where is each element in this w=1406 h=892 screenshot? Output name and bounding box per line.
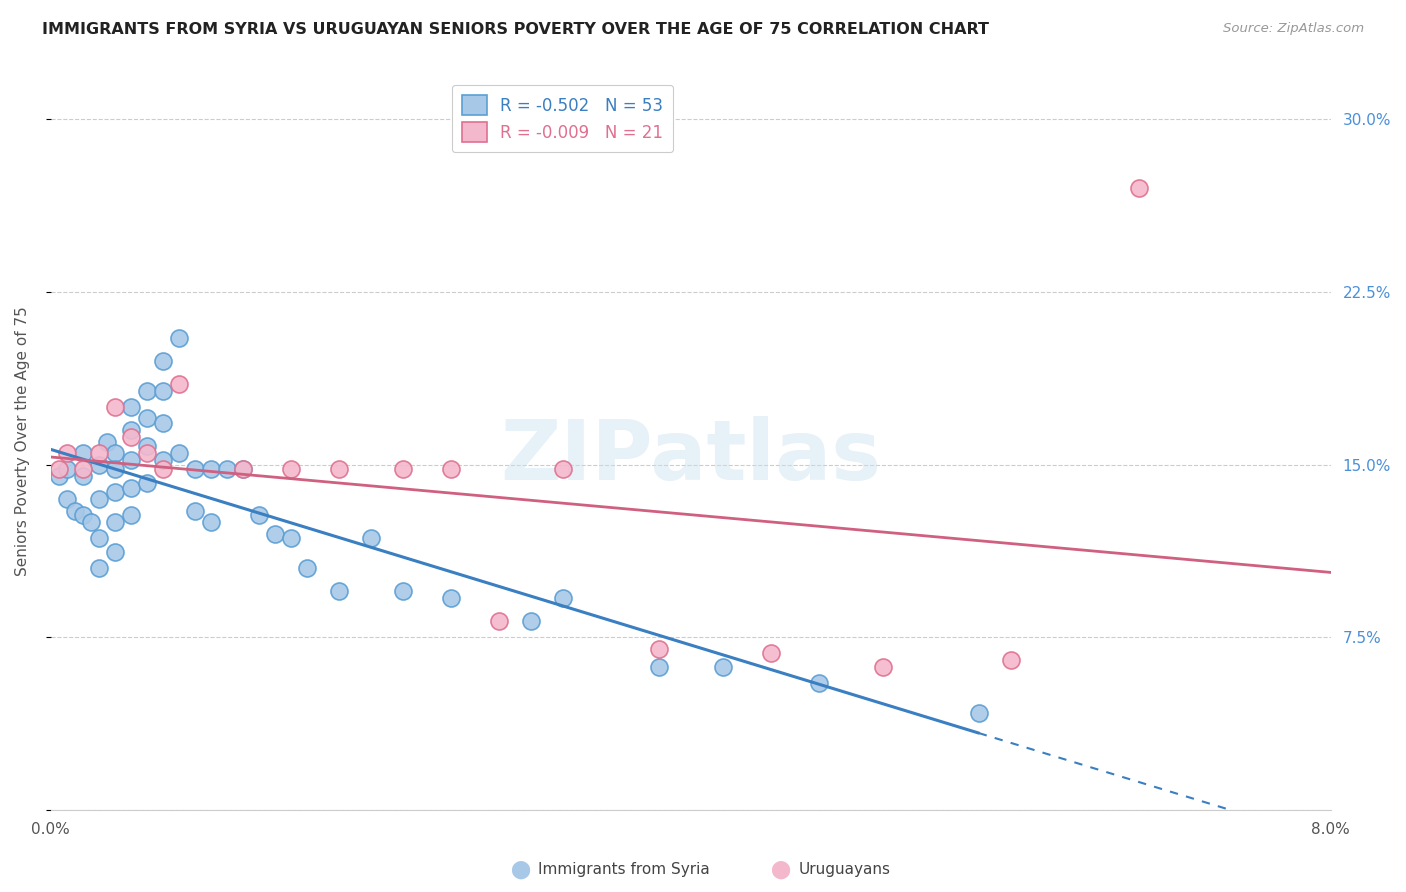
Text: ⬤: ⬤ — [510, 861, 530, 879]
Point — [247, 508, 270, 523]
Legend: R = -0.502   N = 53, R = -0.009   N = 21: R = -0.502 N = 53, R = -0.009 N = 21 — [453, 85, 673, 153]
Point — [967, 706, 990, 721]
Point — [280, 531, 302, 545]
Point — [391, 462, 413, 476]
Point — [56, 462, 79, 476]
Point — [200, 462, 222, 476]
Point — [48, 469, 70, 483]
Point — [551, 462, 574, 476]
Point — [1128, 181, 1150, 195]
Point — [520, 614, 543, 628]
Point — [135, 411, 157, 425]
Point — [72, 508, 94, 523]
Point — [184, 503, 207, 517]
Point — [48, 462, 70, 476]
Point — [200, 515, 222, 529]
Point — [87, 561, 110, 575]
Point — [1000, 653, 1022, 667]
Point — [63, 503, 86, 517]
Text: ZIPatlas: ZIPatlas — [501, 416, 882, 497]
Point — [807, 676, 830, 690]
Point — [80, 515, 103, 529]
Point — [104, 446, 127, 460]
Point — [87, 458, 110, 472]
Text: Uruguayans: Uruguayans — [799, 863, 890, 877]
Point — [872, 660, 894, 674]
Point — [152, 453, 174, 467]
Point — [167, 331, 190, 345]
Point — [551, 591, 574, 606]
Point — [104, 515, 127, 529]
Point — [104, 545, 127, 559]
Text: Immigrants from Syria: Immigrants from Syria — [538, 863, 710, 877]
Point — [135, 446, 157, 460]
Point — [56, 446, 79, 460]
Point — [280, 462, 302, 476]
Point — [215, 462, 238, 476]
Point — [104, 485, 127, 500]
Point — [167, 376, 190, 391]
Point — [135, 384, 157, 398]
Point — [328, 462, 350, 476]
Point — [120, 400, 142, 414]
Point — [96, 434, 118, 449]
Point — [152, 384, 174, 398]
Point — [87, 531, 110, 545]
Point — [648, 641, 671, 656]
Text: Source: ZipAtlas.com: Source: ZipAtlas.com — [1223, 22, 1364, 36]
Point — [120, 423, 142, 437]
Point — [488, 614, 510, 628]
Point — [263, 526, 285, 541]
Point — [295, 561, 318, 575]
Point — [391, 584, 413, 599]
Point — [135, 439, 157, 453]
Point — [711, 660, 734, 674]
Point — [104, 400, 127, 414]
Point — [440, 591, 463, 606]
Point — [87, 446, 110, 460]
Point — [72, 446, 94, 460]
Point — [72, 469, 94, 483]
Point — [184, 462, 207, 476]
Point — [56, 492, 79, 507]
Point — [135, 475, 157, 490]
Text: IMMIGRANTS FROM SYRIA VS URUGUAYAN SENIORS POVERTY OVER THE AGE OF 75 CORRELATIO: IMMIGRANTS FROM SYRIA VS URUGUAYAN SENIO… — [42, 22, 990, 37]
Point — [120, 453, 142, 467]
Point — [759, 647, 782, 661]
Point — [104, 462, 127, 476]
Point — [167, 446, 190, 460]
Point — [232, 462, 254, 476]
Point — [120, 430, 142, 444]
Point — [360, 531, 382, 545]
Point — [72, 462, 94, 476]
Y-axis label: Seniors Poverty Over the Age of 75: Seniors Poverty Over the Age of 75 — [15, 307, 30, 576]
Point — [648, 660, 671, 674]
Point — [152, 354, 174, 368]
Point — [152, 462, 174, 476]
Text: ⬤: ⬤ — [770, 861, 790, 879]
Point — [152, 416, 174, 430]
Point — [120, 481, 142, 495]
Point — [232, 462, 254, 476]
Point — [120, 508, 142, 523]
Point — [87, 492, 110, 507]
Point — [440, 462, 463, 476]
Point — [328, 584, 350, 599]
